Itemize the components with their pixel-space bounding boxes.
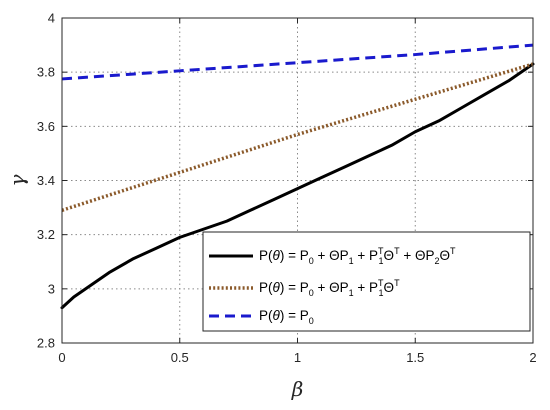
y-tick-label-5: 3.8 [37,65,55,80]
y-tick-label-1: 3 [48,281,55,296]
y-tick-label-0: 2.8 [37,336,55,351]
legend: P(θ) = P0 + ΘP1 + PT 1ΘT + ΘP2ΘT P(θ) = P… [203,232,530,331]
y-tick-label-4: 3.6 [37,119,55,134]
x-axis-label: β [291,377,304,401]
x-tick-label-1: 0.5 [171,350,189,365]
y-axis-label: γ [5,174,29,186]
x-tick-label-4: 2 [529,350,536,365]
x-tick-label-2: 1 [294,350,301,365]
x-tick-label-3: 1.5 [406,350,424,365]
x-tick-label-0: 0 [58,350,65,365]
y-tick-label-2: 3.2 [37,227,55,242]
y-tick-label-3: 3.4 [37,173,55,188]
y-tick-label-6: 4 [48,11,55,26]
